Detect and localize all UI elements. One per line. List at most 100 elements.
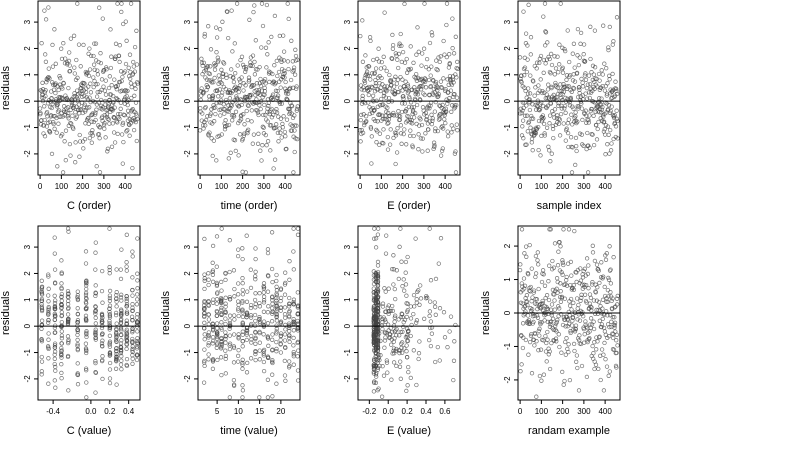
data-point [65,226,71,231]
data-point [398,359,403,364]
data-point [522,73,527,78]
data-point [401,277,406,282]
data-point [62,61,68,66]
data-point [602,329,608,334]
y-tick-label: 1 [23,72,32,77]
data-point [587,90,592,95]
data-point [534,66,539,71]
data-point [380,326,385,332]
data-point [607,244,612,249]
data-point [373,339,378,344]
data-point [287,259,292,264]
data-point [274,329,279,334]
data-point [240,314,246,320]
data-point [453,149,458,154]
data-point [421,108,426,113]
data-point [107,351,113,356]
data-point [110,108,115,113]
data-point [108,27,113,32]
data-point [448,88,454,93]
data-point [265,139,271,144]
x-tick-label: 100 [375,182,389,191]
data-point [560,258,565,263]
data-point [233,148,238,154]
data-point [437,116,443,121]
data-point [376,59,382,64]
data-point [409,118,414,123]
data-point [245,312,250,317]
data-point [278,130,283,135]
data-point [429,64,434,69]
data-point [405,254,410,260]
data-point [130,340,135,345]
data-point [240,299,245,304]
data-point [78,107,84,112]
data-point [372,70,377,75]
data-point [593,362,599,367]
data-point [407,117,413,123]
data-point [118,326,124,332]
data-point [430,33,435,38]
data-point [417,302,422,307]
y-tick-label: 0 [503,310,512,315]
data-point [119,307,124,312]
data-point [66,116,71,121]
x-tick-label: 0.2 [402,407,414,416]
data-point [386,99,391,104]
data-point [454,122,459,127]
data-point [236,335,241,340]
data-point [283,345,288,351]
data-point [378,85,383,90]
data-point [392,92,397,97]
data-point [91,62,97,67]
data-point [65,105,71,110]
data-point [287,308,292,314]
data-point [409,87,415,92]
data-point [281,114,286,119]
y-tick-label: -2 [503,150,512,158]
scatter-points [37,1,140,175]
data-point [134,28,139,33]
data-point [46,308,51,313]
data-point [602,284,607,290]
data-point [98,97,104,103]
data-point [393,133,399,138]
data-point [376,226,381,231]
data-point [249,119,254,124]
data-point [83,261,89,266]
data-point [408,128,413,133]
data-point [563,48,568,54]
data-point [529,371,535,376]
data-point [448,314,454,319]
data-point [90,128,95,133]
data-point [411,311,416,317]
data-point [597,87,602,92]
data-point [614,296,620,301]
data-point [282,338,288,343]
x-tick-label: 400 [278,182,292,191]
data-point [399,43,404,49]
data-point [542,1,548,6]
data-point [86,121,91,126]
data-point [77,132,82,138]
data-point [93,360,98,366]
data-point [232,294,237,299]
data-point [40,80,45,85]
data-point [421,46,427,51]
data-point [83,299,89,305]
data-point [523,303,528,309]
data-point [524,293,530,298]
data-point [128,81,134,86]
data-point [223,371,228,376]
data-point [443,87,448,92]
x-tick-label: 0.4 [123,407,135,416]
data-point [240,332,245,337]
data-point [608,290,613,295]
data-point [541,338,546,343]
data-point [253,335,258,340]
data-point [261,368,267,374]
data-point [521,136,526,141]
data-point [93,390,98,395]
data-point [376,386,381,391]
